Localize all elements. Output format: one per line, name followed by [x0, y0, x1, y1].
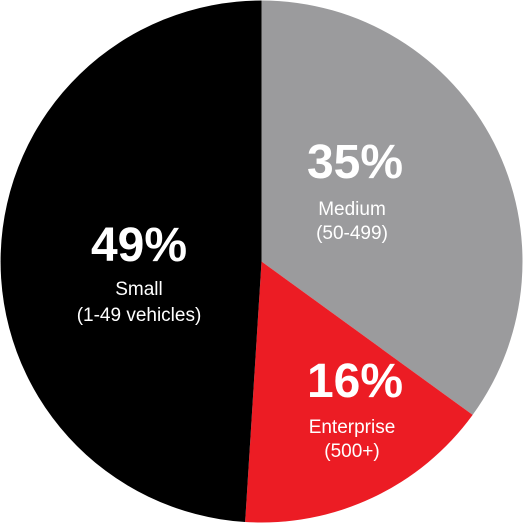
small-percent-label: 49% [91, 219, 187, 272]
medium-range-label: (50-499) [316, 223, 388, 244]
enterprise-range-label: (500+) [324, 441, 379, 462]
pie-slice-medium [261, 0, 523, 415]
pie-slice-small [0, 0, 262, 522]
enterprise-category-label: Enterprise [309, 417, 396, 438]
enterprise-percent-label: 16% [307, 355, 403, 408]
slice-label-enterprise: 16% Enterprise (500+) [307, 355, 403, 462]
medium-category-label: Medium [318, 199, 386, 220]
small-range-label: (1-49 vehicles) [77, 305, 202, 326]
slice-label-medium: 35% Medium (50-499) [307, 136, 403, 244]
small-category-label: Small [115, 279, 163, 300]
slice-label-small: 49% Small (1-49 vehicles) [77, 219, 202, 326]
medium-percent-label: 35% [307, 136, 403, 189]
pie-slice-enterprise [245, 261, 473, 523]
